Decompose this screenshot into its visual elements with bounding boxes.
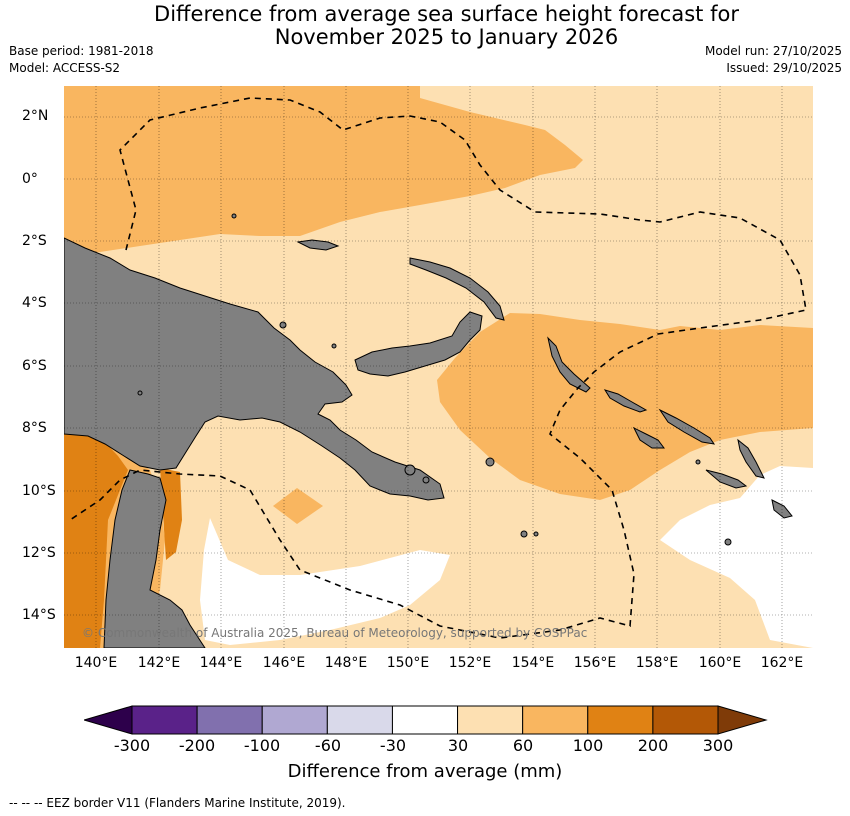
title-line-1: Difference from average sea surface heig… — [154, 2, 739, 26]
land-cape-york — [103, 469, 206, 648]
colorbar-label: Difference from average (mm) — [287, 761, 563, 782]
colorbar-tick: 30 — [447, 736, 469, 755]
lon-label: 152°E — [448, 655, 492, 671]
model-run: Model run: 27/10/2025 — [704, 44, 842, 58]
colorbar-cell — [391, 705, 459, 735]
land-bougainville — [547, 336, 591, 393]
title-line-2: November 2025 to January 2026 — [274, 25, 619, 49]
colorbar-cell — [457, 705, 524, 735]
colorbar-under-arrow — [84, 705, 133, 735]
chart-title: Difference from average sea surface heig… — [0, 3, 850, 49]
lon-label: 162°E — [760, 655, 804, 671]
issued-date: Issued: 29/10/2025 — [726, 61, 842, 75]
colorbar-tick: -30 — [379, 736, 407, 755]
lon-label: 156°E — [573, 655, 617, 671]
colorbar-cell — [326, 705, 393, 735]
lon-label: 160°E — [698, 655, 742, 671]
anomaly-60-100-north — [64, 86, 583, 256]
model-name: Model: ACCESS-S2 — [9, 61, 121, 75]
lat-label: 10°S — [22, 483, 56, 499]
lat-label: 6°S — [22, 358, 47, 374]
eez-border — [69, 97, 807, 639]
copyright-notice: © Commonwealth of Australia 2025, Bureau… — [82, 626, 588, 640]
lat-label: 4°S — [22, 295, 47, 311]
meta-left: Base period: 1981-2018 Model: ACCESS-S2 — [9, 43, 154, 77]
land-new-britain — [354, 311, 483, 377]
colorbar-cell — [131, 705, 198, 735]
lon-label: 142°E — [137, 655, 181, 671]
lon-label: 148°E — [324, 655, 368, 671]
lat-label: 14°S — [22, 607, 56, 623]
colorbar-tick: -100 — [243, 736, 281, 755]
base-period: Base period: 1981-2018 — [9, 44, 154, 58]
colorbar-cell — [196, 705, 263, 735]
colorbar-cell — [522, 705, 589, 735]
colorbar-tick: 300 — [702, 736, 734, 755]
anomaly-neutral-south — [200, 518, 450, 645]
graticule — [64, 86, 813, 648]
anomaly-neutral-southeast — [660, 466, 813, 648]
lon-label: 158°E — [635, 655, 679, 671]
colorbar-tick: -200 — [178, 736, 216, 755]
sea-level-map — [64, 86, 813, 648]
land-manus — [296, 239, 340, 251]
land-new-ireland — [409, 257, 505, 321]
lat-label: 2°S — [22, 233, 47, 249]
colorbar-cells — [131, 705, 719, 735]
colorbar-tick: -60 — [314, 736, 342, 755]
colorbar-cell — [587, 705, 654, 735]
anomaly-60-100-patch — [273, 488, 323, 524]
map-svg — [64, 86, 813, 648]
lon-label: 146°E — [262, 655, 306, 671]
colorbar-tick: 200 — [637, 736, 669, 755]
anomaly-100-200-cape — [160, 468, 182, 560]
land-guadalcanal — [632, 426, 665, 449]
lat-label: 12°S — [22, 545, 56, 561]
colorbar-tick: 100 — [572, 736, 604, 755]
colorbar-over-arrow — [717, 705, 768, 735]
lon-label: 154°E — [511, 655, 555, 671]
lat-label: 0° — [22, 171, 38, 187]
lon-label: 144°E — [199, 655, 243, 671]
lon-label: 150°E — [386, 655, 430, 671]
small-islands — [137, 213, 732, 546]
colorbar-cell — [261, 705, 328, 735]
land-isabel — [658, 408, 716, 445]
lat-label: 8°S — [22, 420, 47, 436]
lat-label: 2°N — [22, 108, 49, 124]
land-malaita — [737, 438, 765, 479]
colorbar-tick: -300 — [113, 736, 151, 755]
lon-label: 140°E — [74, 655, 118, 671]
eez-footnote: -- -- -- EEZ border V11 (Flanders Marine… — [9, 796, 346, 810]
land-choiseul — [603, 389, 648, 413]
colorbar — [84, 705, 768, 735]
colorbar-tick: 60 — [512, 736, 534, 755]
meta-right: Model run: 27/10/2025 Issued: 29/10/2025 — [705, 43, 842, 77]
colorbar-cell — [652, 705, 719, 735]
